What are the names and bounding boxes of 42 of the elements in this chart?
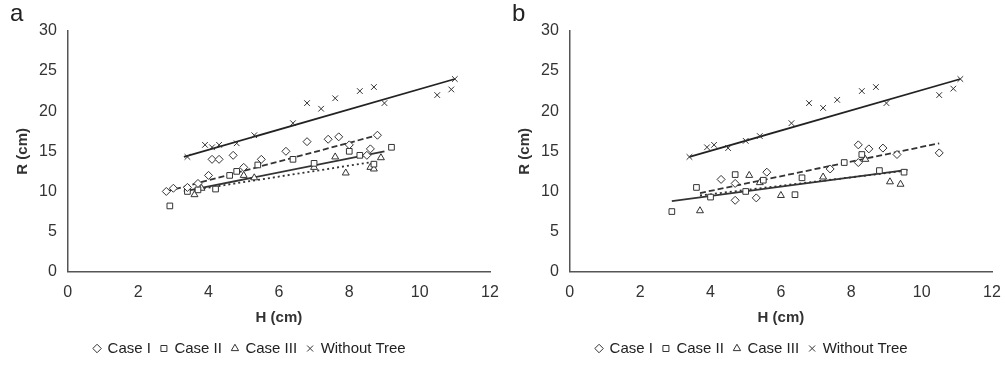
x-tick-label: 0 xyxy=(565,282,575,300)
legend-label: Case III xyxy=(245,338,298,356)
y-tick-label: 10 xyxy=(39,181,57,199)
x-axis-title: H (cm) xyxy=(255,308,303,326)
legend-label: Without Tree xyxy=(822,338,908,356)
x-tick-label: 12 xyxy=(983,282,1001,300)
legend-label: Without Tree xyxy=(320,338,406,356)
x-tick-label: 8 xyxy=(846,282,856,300)
x-tick-label: 6 xyxy=(776,282,786,300)
legend-label: Case III xyxy=(747,338,800,356)
y-tick-label: 15 xyxy=(541,141,559,159)
y-tick-label: 5 xyxy=(549,222,559,240)
y-axis-title: R (cm) xyxy=(515,127,533,175)
y-tick-label: 20 xyxy=(39,101,57,119)
x-tick-label: 8 xyxy=(344,282,354,300)
x-tick-label: 10 xyxy=(912,282,931,300)
x-tick-label: 4 xyxy=(204,282,214,300)
y-axis-title: R (cm) xyxy=(13,127,31,175)
y-tick-label: 15 xyxy=(39,141,57,159)
x-tick-label: 12 xyxy=(481,282,499,300)
legend-label: Case I xyxy=(107,338,151,356)
x-tick-label: 2 xyxy=(635,282,645,300)
x-tick-label: 4 xyxy=(706,282,716,300)
y-tick-label: 10 xyxy=(541,181,559,199)
y-tick-label: 5 xyxy=(47,222,57,240)
x-tick-label: 0 xyxy=(63,282,73,300)
legend-label: Case II xyxy=(676,338,724,356)
x-axis-title: H (cm) xyxy=(757,308,805,326)
legend-label: Case II xyxy=(174,338,222,356)
y-tick-label: 30 xyxy=(541,21,559,39)
x-tick-label: 10 xyxy=(410,282,429,300)
y-tick-label: 0 xyxy=(47,262,57,280)
y-tick-label: 0 xyxy=(549,262,559,280)
y-tick-label: 25 xyxy=(39,61,57,79)
y-tick-label: 30 xyxy=(39,21,57,39)
y-tick-label: 20 xyxy=(541,101,559,119)
x-tick-label: 6 xyxy=(274,282,284,300)
y-tick-label: 25 xyxy=(541,61,559,79)
chart-title: b xyxy=(512,0,526,27)
x-tick-label: 2 xyxy=(133,282,143,300)
legend-label: Case I xyxy=(609,338,653,356)
chart-title: a xyxy=(10,0,24,27)
